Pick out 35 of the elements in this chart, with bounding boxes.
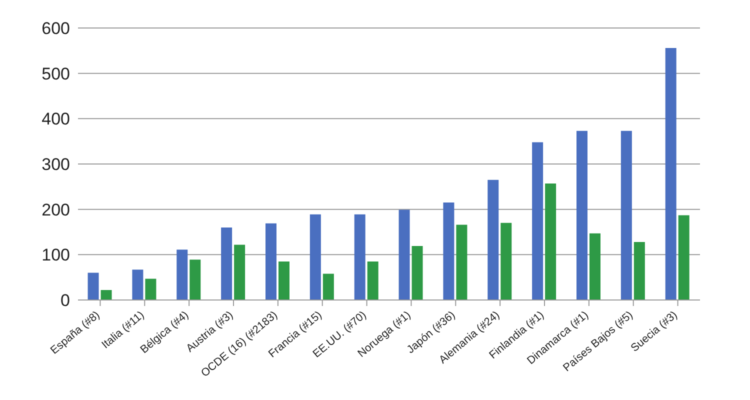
bar: [88, 272, 99, 300]
y-tick-label: 600: [42, 19, 70, 38]
bar: [354, 214, 366, 300]
y-tick-label: 300: [42, 155, 70, 174]
bar: [145, 278, 156, 300]
y-tick-label: 400: [42, 110, 70, 129]
bar: [190, 260, 201, 300]
bar: [398, 210, 410, 300]
bar: [665, 48, 676, 300]
bar: [620, 130, 632, 300]
y-tick-label: 100: [42, 246, 70, 265]
bar: [412, 246, 423, 300]
bar: [322, 274, 334, 300]
bar: [678, 215, 690, 300]
bar: [500, 222, 512, 300]
bar: [310, 214, 321, 300]
bar: [265, 223, 276, 300]
bar: [176, 250, 188, 300]
bar: [545, 183, 556, 300]
bar: [132, 270, 144, 300]
y-tick-label: 200: [42, 200, 70, 220]
bar: [443, 202, 454, 300]
bar: [234, 244, 246, 300]
bar: [634, 242, 645, 300]
y-tick-label: 0: [60, 291, 70, 310]
bar: [532, 142, 544, 300]
y-tick-label: 500: [42, 64, 70, 84]
bar: [456, 224, 468, 300]
bar: [278, 261, 290, 300]
bar: [367, 261, 378, 300]
bar: [589, 233, 600, 300]
bar: [576, 130, 588, 300]
bar: [221, 227, 232, 300]
bar: [488, 180, 499, 300]
bar: [100, 290, 112, 300]
